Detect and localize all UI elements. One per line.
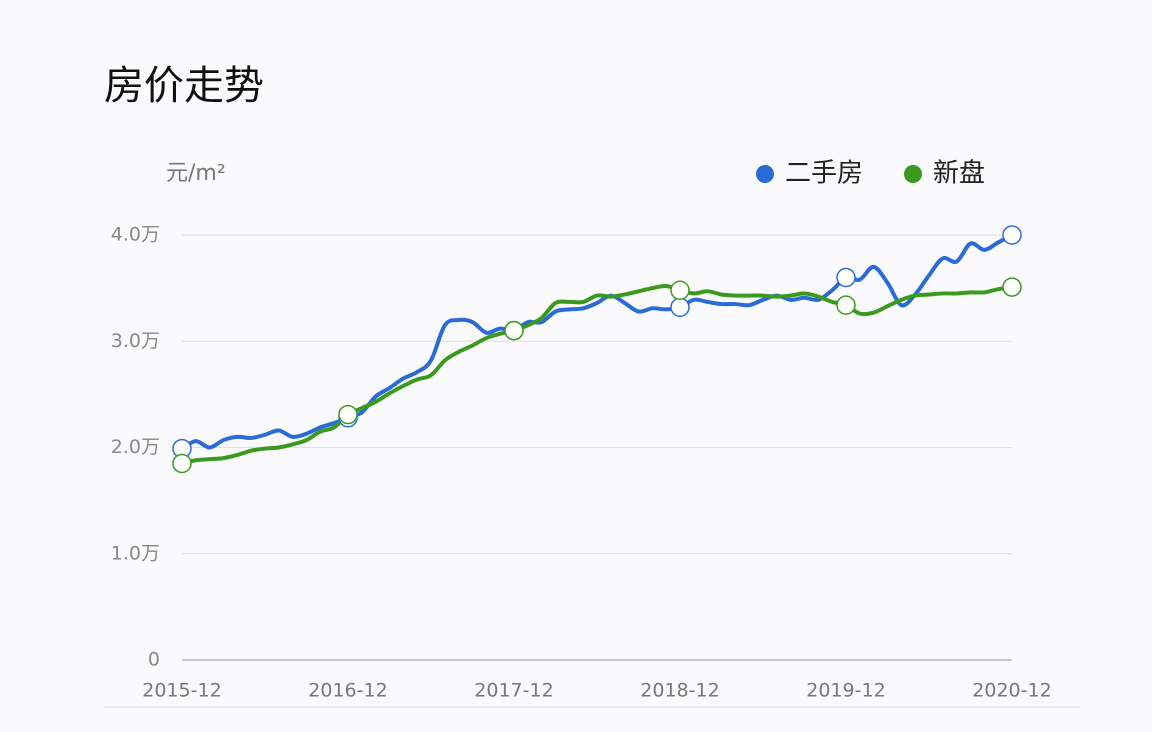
point-marker: [504, 320, 524, 341]
point-marker: [1002, 277, 1022, 297]
x-tick-label: 2020-12: [972, 680, 1051, 702]
point-marker: [836, 267, 856, 288]
point-marker: [670, 280, 690, 300]
y-tick-label: 4.0万: [111, 224, 160, 246]
point-marker: [836, 295, 856, 315]
point-marker: [172, 453, 192, 474]
point-marker: [670, 297, 690, 317]
legend-swatch: [756, 165, 774, 183]
y-tick-label: 1.0万: [111, 542, 160, 564]
legend-label: 新盘: [933, 159, 985, 189]
x-tick-label: 2019-12: [806, 680, 885, 702]
x-tick-label: 2017-12: [474, 680, 553, 702]
point-marker: [338, 404, 358, 425]
x-tick-label: 2018-12: [640, 680, 719, 702]
series-line: [181, 283, 1013, 466]
point-marker: [1002, 225, 1022, 245]
x-tick-label: 2015-12: [142, 680, 221, 702]
chart-title: 房价走势: [104, 63, 264, 109]
legend-swatch: [904, 165, 923, 183]
y-tick-label: 2.0万: [111, 436, 160, 458]
y-axis-label: 元/m²: [166, 161, 226, 186]
x-tick-label: 2016-12: [308, 680, 387, 702]
series-line: [180, 233, 1013, 451]
legend-label: 二手房: [785, 159, 863, 189]
y-tick-label: 0: [148, 649, 160, 671]
y-tick-label: 3.0万: [111, 330, 160, 352]
